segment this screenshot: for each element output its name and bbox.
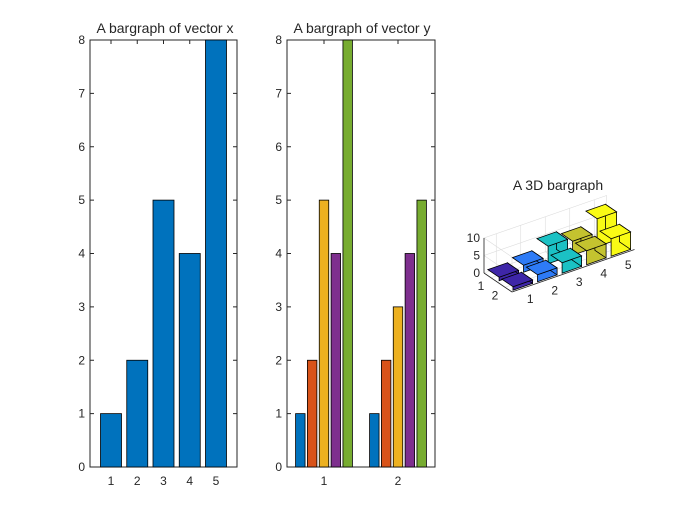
y-tick-label: 6 [275,140,282,154]
bar-top [550,247,583,264]
x-tick-label: 5 [625,258,632,272]
y-tick-label: 0 [78,460,85,474]
bar [330,253,341,468]
y-tick-label: 7 [275,86,282,100]
y-tick-label: 5 [78,193,85,207]
x-tick-label: 3 [576,275,583,289]
bargraph-x-bars [100,39,227,468]
x-tick-label: 2 [134,474,141,488]
x-tick-label: 4 [600,266,607,280]
y-tick-label: 3 [275,300,282,314]
y-tick-label: 1 [78,407,85,421]
bargraph-y-bars [295,39,427,468]
bar [178,253,201,468]
bar-top [599,223,632,240]
y-tick-label: 7 [78,86,85,100]
x-tick-label: 3 [160,474,167,488]
bargraph-3d-bars [486,203,632,291]
bar [100,413,122,468]
y-tick-label: 0 [275,460,282,474]
y-tick-label: 5 [275,193,282,207]
bar [307,359,318,468]
bargraph-y-axes: A bargraph of vector y 0 1 2 3 4 5 6 7 8 1 2 [275,20,436,488]
y-tick-label: 2 [78,353,85,367]
bar-top [585,203,618,220]
x-tick-label: 5 [213,474,220,488]
bar [392,306,404,468]
bar [369,413,380,468]
bar [416,199,427,468]
y-tick-label: 2 [275,353,282,367]
bar [342,39,353,468]
bar [381,359,392,468]
y-tick-label: 8 [275,33,282,47]
bar [318,199,330,468]
bar-top [574,235,607,252]
z-tick-label: 5 [473,249,480,263]
bar-top [525,259,558,276]
x-axis-line [511,249,635,293]
y-tick-label: 3 [78,300,85,314]
y-tick-label: 4 [78,247,85,261]
bargraph-y-title: A bargraph of vector y [294,20,431,36]
y-axis-line [483,272,513,293]
x-tick-label: 1 [527,292,534,306]
z-tick-label: 0 [473,266,480,280]
y-tick-label: 8 [78,33,85,47]
bar-top [500,271,534,288]
bar-top [536,231,569,247]
bar [205,39,227,468]
bargraph-x-axes: A bargraph of vector x 0 1 2 3 4 5 6 7 8 1 2 3 4 5 [78,20,238,488]
bargraph-3d-title: A 3D bargraph [513,177,603,193]
bar [126,359,149,468]
bargraph-x-ticks: 0 1 2 3 4 5 6 7 8 1 2 3 4 5 [78,33,237,488]
bar-top [511,250,544,266]
bargraph-y-ticks: 0 1 2 3 4 5 6 7 8 1 2 [275,33,435,488]
z-tick-label: 10 [467,231,481,245]
bar-top [486,262,520,278]
bar [152,199,175,468]
y-tick-label: 6 [78,140,85,154]
bargraph-x-title: A bargraph of vector x [97,20,234,36]
y-tick-label: 1 [478,279,485,293]
x-tick-label: 2 [395,474,402,488]
x-tick-label: 2 [551,283,558,297]
y-tick-label: 2 [492,288,499,302]
y-tick-label: 1 [275,407,282,421]
x-tick-label: 1 [321,474,328,488]
bar [404,253,415,468]
bar-top [560,226,593,242]
x-tick-label: 1 [108,474,115,488]
y-tick-label: 4 [275,247,282,261]
x-tick-label: 4 [186,474,193,488]
bar [295,413,306,468]
